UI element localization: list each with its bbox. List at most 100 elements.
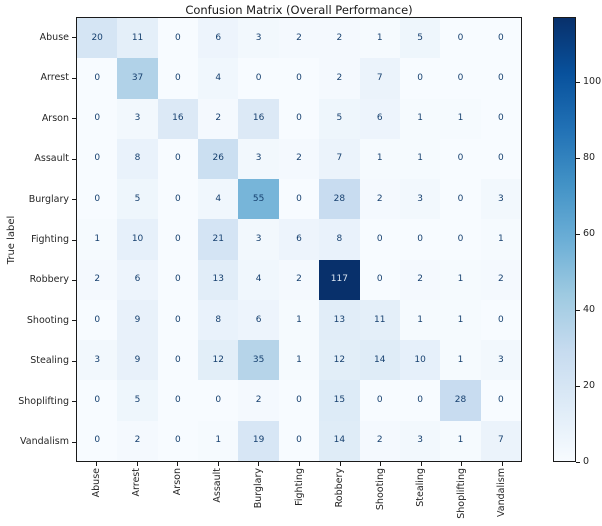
x-tick-label: Abuse <box>90 468 102 498</box>
heatmap-cell: 6 <box>359 98 400 139</box>
heatmap-cell: 11 <box>359 299 400 341</box>
heatmap-cell: 14 <box>319 420 360 461</box>
heatmap-cell: 10 <box>399 340 441 381</box>
heatmap-cell: 0 <box>399 58 441 99</box>
x-tick-mark <box>136 462 138 466</box>
x-tick-label: Assault <box>212 468 224 503</box>
colorbar-tick-label: 100 <box>583 75 602 87</box>
heatmap-cell: 0 <box>278 58 320 99</box>
heatmap-cell: 0 <box>480 138 521 180</box>
heatmap-cell: 2 <box>278 18 320 59</box>
y-tick-label: Fighting <box>31 234 69 245</box>
heatmap-cell: 0 <box>359 259 400 300</box>
heatmap-cell: 2 <box>480 259 521 300</box>
heatmap-cell: 0 <box>278 98 320 139</box>
heatmap-cell: 2 <box>319 18 360 59</box>
heatmap-cell: 1 <box>480 219 521 260</box>
heatmap-cell: 28 <box>319 179 360 220</box>
heatmap-cell: 0 <box>77 299 118 341</box>
x-tick-label: Arson <box>171 468 183 496</box>
heatmap-cell: 0 <box>480 299 521 341</box>
y-tick-label: Shoplifting <box>18 395 69 407</box>
heatmap-cell: 0 <box>238 58 279 99</box>
heatmap-cell: 2 <box>278 138 320 180</box>
y-tick-mark <box>72 401 76 403</box>
heatmap-cell: 1 <box>440 420 481 461</box>
heatmap-cell: 0 <box>157 179 199 220</box>
heatmap-cell: 0 <box>399 380 441 421</box>
heatmap-cell: 5 <box>399 18 441 59</box>
x-tick-mark <box>339 462 341 466</box>
colorbar-tick-mark <box>576 309 580 311</box>
heatmap-cell: 19 <box>238 420 279 461</box>
y-tick-label: Arson <box>41 112 69 124</box>
heatmap-cell: 0 <box>157 259 199 300</box>
heatmap-cell: 8 <box>117 138 158 180</box>
heatmap-cell: 21 <box>198 219 239 260</box>
heatmap-cell: 1 <box>359 18 400 59</box>
heatmap-cell: 1 <box>440 98 481 139</box>
heatmap-cell: 0 <box>440 58 481 99</box>
heatmap-cell: 0 <box>278 380 320 421</box>
heatmap-cell: 0 <box>480 98 521 139</box>
heatmap-cell: 8 <box>319 219 360 260</box>
heatmap-cell: 6 <box>117 259 158 300</box>
heatmap-cell: 3 <box>117 98 158 139</box>
heatmap-cell: 0 <box>480 58 521 99</box>
heatmap-cell: 14 <box>359 340 400 381</box>
x-tick-mark <box>380 462 382 466</box>
heatmap-cell: 1 <box>440 259 481 300</box>
heatmap-cell: 2 <box>359 420 400 461</box>
y-tick-mark <box>72 37 76 39</box>
heatmap-cell: 0 <box>157 340 199 381</box>
x-tick-label: Burglary <box>252 468 264 509</box>
heatmap-cell: 7 <box>480 420 521 461</box>
heatmap-cell: 2 <box>117 420 158 461</box>
y-tick-label: Burglary <box>28 193 69 205</box>
heatmap-cell: 1 <box>198 420 239 461</box>
heatmap-cell: 13 <box>198 259 239 300</box>
heatmap-cell: 0 <box>399 219 441 260</box>
colorbar-tick-mark <box>576 81 580 83</box>
heatmap-cell: 11 <box>117 18 158 59</box>
colorbar-tick-mark <box>576 157 580 159</box>
heatmap-cell: 0 <box>157 299 199 341</box>
y-tick-mark <box>72 320 76 322</box>
heatmap-cell: 7 <box>319 138 360 180</box>
heatmap-cell: 0 <box>157 380 199 421</box>
x-tick-mark <box>501 462 503 466</box>
heatmap-cell: 4 <box>198 179 239 220</box>
heatmap-cell: 1 <box>278 340 320 381</box>
heatmap-cell: 0 <box>77 138 118 180</box>
heatmap-cell: 0 <box>77 179 118 220</box>
y-tick-label: Assault <box>34 153 69 165</box>
heatmap-cell: 0 <box>157 18 199 59</box>
colorbar-tick-label: 40 <box>583 303 596 315</box>
heatmap-cell: 0 <box>157 420 199 461</box>
heatmap-cell: 0 <box>440 138 481 180</box>
heatmap-cell: 0 <box>77 58 118 99</box>
x-tick-label: Robbery <box>334 468 346 508</box>
heatmap-cell: 3 <box>238 18 279 59</box>
heatmap-cell: 0 <box>359 380 400 421</box>
x-tick-label: Fighting <box>293 468 305 506</box>
heatmap-cell: 3 <box>480 340 521 381</box>
y-tick-mark <box>72 77 76 79</box>
heatmap-cell: 0 <box>440 179 481 220</box>
heatmap-cell: 1 <box>77 219 118 260</box>
heatmap-cell: 5 <box>319 98 360 139</box>
heatmap-cell: 1 <box>399 98 441 139</box>
heatmap-cell: 26 <box>198 138 239 180</box>
heatmap-cell: 0 <box>480 18 521 59</box>
y-tick-label: Shooting <box>26 314 69 326</box>
heatmap-cell: 20 <box>77 18 118 59</box>
heatmap-cell: 16 <box>238 98 279 139</box>
heatmap-cell: 2 <box>198 98 239 139</box>
heatmap-cell: 6 <box>238 299 279 341</box>
heatmap-cell: 12 <box>319 340 360 381</box>
heatmap-cell: 0 <box>198 380 239 421</box>
x-tick-label: Stealing <box>415 468 427 507</box>
heatmap-cell: 0 <box>157 58 199 99</box>
heatmap-cell: 55 <box>238 179 279 220</box>
y-tick-label: Abuse <box>39 31 69 43</box>
